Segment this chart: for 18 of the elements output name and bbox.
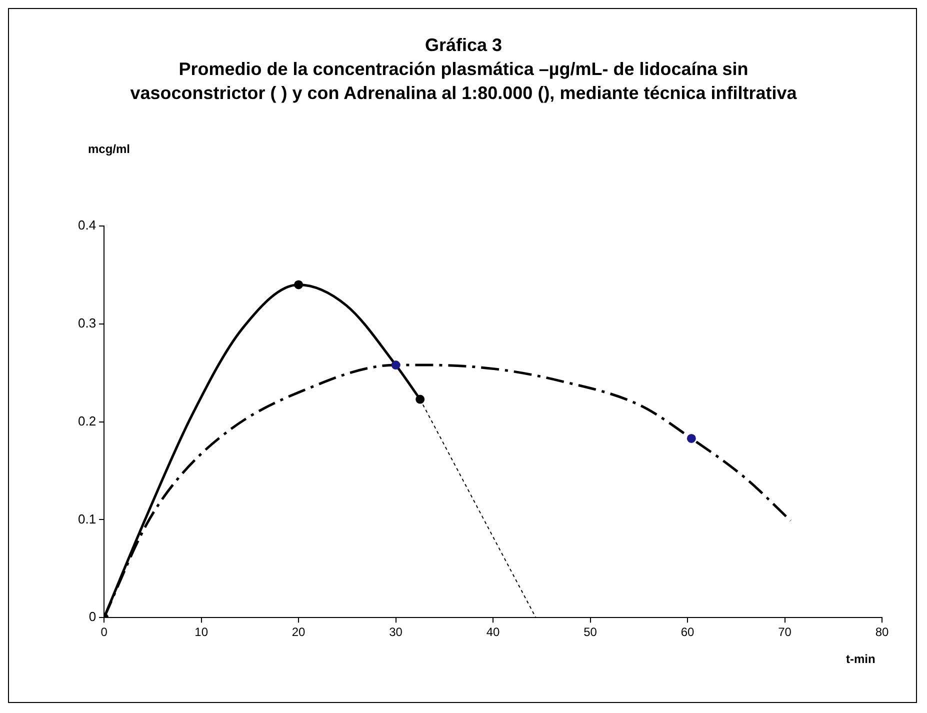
x-tick-label: 10: [194, 625, 208, 640]
y-tick-label: 0.1: [78, 511, 96, 526]
x-tick-label: 60: [680, 625, 695, 640]
x-tick-label: 0: [100, 625, 108, 640]
chart-subtitle: Promedio de la concentración plasmática –µg/mL- de lidocaína sin vasoconstrictor ( ) y con Adrenalina al 1:80.000 (), mediante técnica infiltrativa: [129, 58, 798, 105]
x-tick-label: 80: [875, 625, 889, 640]
chart-title: Gráfica 3: [424, 34, 504, 57]
x-tick-label: 20: [292, 625, 306, 640]
y-tick-label: 0.2: [78, 413, 96, 428]
y-tick-label: 0.4: [78, 218, 96, 233]
x-tick-label: 30: [389, 625, 403, 640]
x-tick-label: 40: [486, 625, 500, 640]
y-tick-label: 0: [88, 609, 96, 624]
y-tick-label: 0.3: [78, 315, 96, 330]
x-tick-label: 70: [778, 625, 792, 640]
text: mcg/ml: [88, 142, 130, 156]
x-axis-title: t-min: [846, 652, 876, 666]
x-tick-label: 50: [584, 625, 598, 640]
